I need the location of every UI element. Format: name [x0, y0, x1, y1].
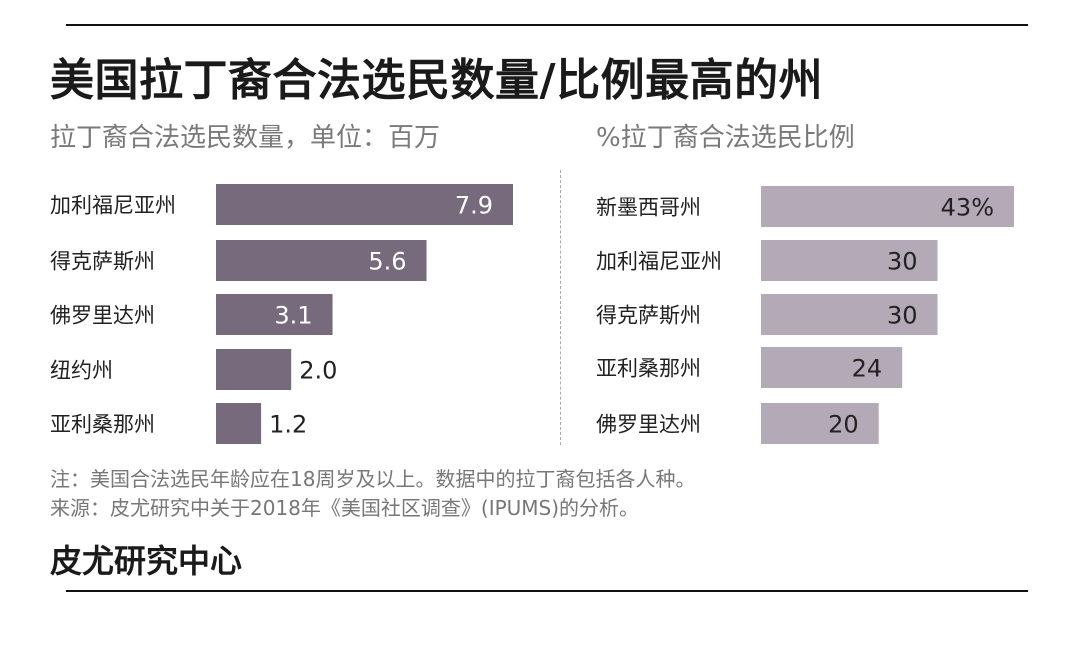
left-bar	[216, 349, 292, 390]
left-value-label: 2.0	[299, 357, 337, 385]
right-bar	[761, 240, 938, 281]
left-panel-subtitle: 拉丁裔合法选民数量，单位：百万	[50, 123, 441, 153]
left-category-label: 纽约州	[50, 359, 113, 383]
left-bar	[216, 403, 262, 444]
source-note: 来源：皮尤研究中关于2018年《美国社区调查》(IPUMS)的分析。	[50, 496, 640, 520]
right-value-label: 24	[852, 355, 883, 383]
right-value-label: 30	[887, 302, 918, 330]
left-category-label: 亚利桑那州	[50, 413, 155, 437]
right-panel-subtitle: %拉丁裔合法选民比例	[596, 123, 855, 153]
left-category-label: 佛罗里达州	[50, 304, 155, 328]
right-bar	[761, 294, 938, 335]
top-rule	[66, 24, 1028, 26]
left-value-label: 1.2	[269, 411, 307, 439]
left-category-label: 加利福尼亚州	[50, 194, 176, 218]
brand-logo-text: 皮尤研究中心	[50, 542, 243, 580]
right-value-label: 43%	[941, 194, 994, 222]
left-bar	[216, 184, 513, 225]
chart-title: 美国拉丁裔合法选民数量/比例最高的州	[50, 55, 824, 106]
left-bar	[216, 294, 333, 335]
right-category-label: 亚利桑那州	[596, 357, 701, 381]
right-category-label: 加利福尼亚州	[596, 250, 722, 274]
right-category-label: 佛罗里达州	[596, 413, 701, 437]
right-category-label: 新墨西哥州	[596, 196, 701, 220]
left-value-label: 3.1	[274, 302, 312, 330]
left-value-label: 7.9	[455, 192, 493, 220]
left-bar	[216, 240, 427, 281]
right-value-label: 30	[887, 248, 918, 276]
panel-divider	[560, 170, 561, 445]
left-value-label: 5.6	[368, 248, 406, 276]
right-bar	[761, 347, 903, 388]
bottom-rule	[66, 590, 1028, 592]
right-bar	[761, 403, 879, 444]
left-category-label: 得克萨斯州	[50, 250, 155, 274]
footnote: 注：美国合法选民年龄应在18周岁及以上。数据中的拉丁裔包括各人种。	[50, 467, 696, 491]
right-bar	[761, 186, 1014, 227]
right-category-label: 得克萨斯州	[596, 304, 701, 328]
right-value-label: 20	[828, 411, 859, 439]
